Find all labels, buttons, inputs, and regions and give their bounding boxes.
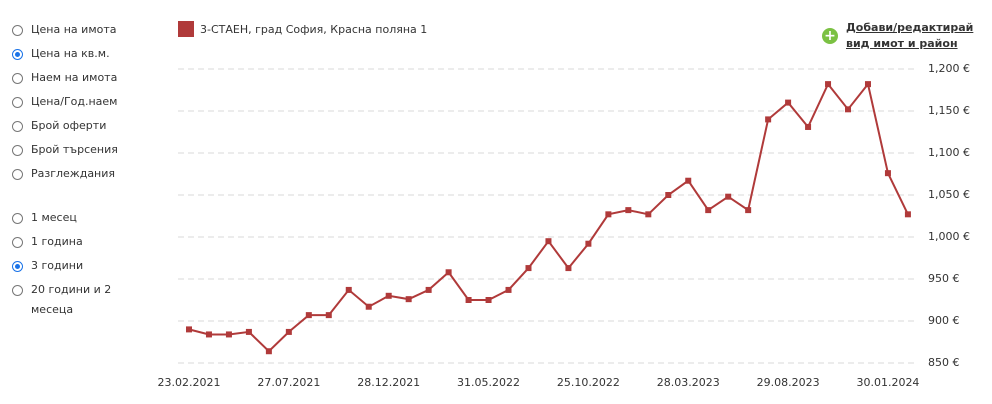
radio-label: 1 година: [31, 235, 83, 248]
data-point: [625, 207, 632, 214]
radio-label: Брой оферти: [31, 119, 107, 132]
data-point: [864, 81, 871, 88]
data-point: [186, 326, 192, 333]
y-tick-label: 1,150 €: [928, 104, 970, 117]
data-point: [785, 99, 792, 106]
data-point: [565, 265, 572, 272]
radio-label: Разглеждания: [31, 167, 116, 180]
radio-option[interactable]: Разглеждания: [12, 167, 131, 184]
y-tick-label: 950 €: [928, 272, 960, 285]
data-point: [825, 81, 832, 88]
radio-label: Наем на имота: [31, 71, 118, 84]
data-point: [805, 123, 812, 130]
radio-label: 1 месец: [31, 211, 77, 224]
radio-button[interactable]: [12, 237, 23, 248]
y-tick-label: 900 €: [928, 314, 960, 327]
data-point: [205, 331, 212, 338]
data-point: [505, 286, 512, 293]
data-point: [305, 312, 312, 319]
link-text[interactable]: Добави/редактирай вид имот и район: [846, 20, 973, 52]
data-point: [345, 286, 352, 293]
data-point: [445, 269, 452, 276]
radio-option[interactable]: Брой оферти: [12, 119, 131, 136]
radio-option[interactable]: Наем на имота: [12, 71, 131, 88]
x-tick-label: 31.05.2022: [457, 376, 520, 389]
sidebar: Цена на имота Цена на кв.м. Наем на имота Ц…: [0, 0, 150, 404]
data-point: [904, 211, 911, 218]
data-point: [225, 331, 232, 338]
data-point: [545, 238, 552, 245]
x-tick-label: 28.03.2023: [657, 376, 720, 389]
radio-button[interactable]: [12, 213, 23, 224]
data-point: [585, 240, 592, 247]
data-point: [705, 207, 712, 214]
data-point: [385, 292, 392, 299]
y-tick-label: 850 €: [928, 356, 960, 369]
legend-swatch: [178, 21, 194, 37]
data-point: [245, 328, 252, 335]
data-point: [845, 106, 852, 113]
data-point: [725, 193, 732, 200]
radio-option[interactable]: Цена на имота: [12, 23, 131, 40]
radio-label: 3 години: [31, 259, 84, 272]
data-point: [325, 312, 332, 319]
radio-button[interactable]: [12, 97, 23, 108]
radio-button[interactable]: [12, 25, 23, 36]
x-tick-label: 25.10.2022: [557, 376, 620, 389]
radio-label: Цена на имота: [31, 23, 117, 36]
y-tick-label: 1,050 €: [928, 188, 970, 201]
data-point: [645, 211, 652, 218]
radio-option[interactable]: 20 години и 2 месеца: [12, 283, 131, 320]
data-point: [525, 265, 532, 272]
link-line: вид имот и район: [846, 37, 958, 50]
radio-option[interactable]: Цена на кв.м.: [12, 47, 131, 64]
link-line: Добави/редактирай: [846, 21, 974, 34]
add-icon: +: [822, 28, 838, 44]
data-point: [605, 211, 612, 218]
data-point: [745, 207, 752, 214]
radio-label: Цена на кв.м.: [31, 47, 110, 60]
radio-button[interactable]: [12, 49, 23, 60]
y-tick-label: 1,100 €: [928, 146, 970, 159]
data-point: [765, 116, 772, 123]
data-point: [425, 286, 432, 293]
radio-option[interactable]: Брой търсения: [12, 143, 131, 160]
radio-option[interactable]: 1 месец: [12, 211, 131, 228]
data-point: [405, 296, 412, 303]
legend-label: 3-СТАЕН, град София, Красна поляна 1: [200, 23, 427, 36]
radio-button[interactable]: [12, 121, 23, 132]
data-point: [285, 328, 292, 335]
x-tick-label: 30.01.2024: [856, 376, 919, 389]
radio-option[interactable]: Цена/Год.наем: [12, 95, 131, 112]
radio-button[interactable]: [12, 285, 23, 296]
data-point: [465, 297, 472, 303]
x-tick-label: 27.07.2021: [257, 376, 320, 389]
x-tick-label: 28.12.2021: [357, 376, 420, 389]
radio-button[interactable]: [12, 73, 23, 84]
x-tick-label: 23.02.2021: [158, 376, 221, 389]
radio-label: Брой търсения: [31, 143, 118, 156]
radio-label: 20 години и 2 месеца: [31, 283, 112, 316]
data-point: [365, 303, 372, 310]
radio-button[interactable]: [12, 169, 23, 180]
data-line: [188, 81, 909, 353]
y-tick-label: 1,200 €: [928, 62, 970, 75]
data-point: [265, 348, 272, 355]
radio-option[interactable]: 3 години: [12, 259, 131, 276]
data-point: [665, 192, 672, 198]
radio-button[interactable]: [12, 261, 23, 272]
y-tick-label: 1,000 €: [928, 230, 970, 243]
x-tick-label: 29.08.2023: [757, 376, 820, 389]
data-point: [685, 177, 692, 184]
radio-label: Цена/Год.наем: [31, 95, 118, 108]
radio-option[interactable]: 1 година: [12, 235, 131, 252]
data-point: [485, 297, 492, 303]
data-point: [884, 170, 891, 177]
add-edit-link[interactable]: + Добави/редактирай вид имот и район: [822, 20, 973, 52]
radio-button[interactable]: [12, 145, 23, 156]
